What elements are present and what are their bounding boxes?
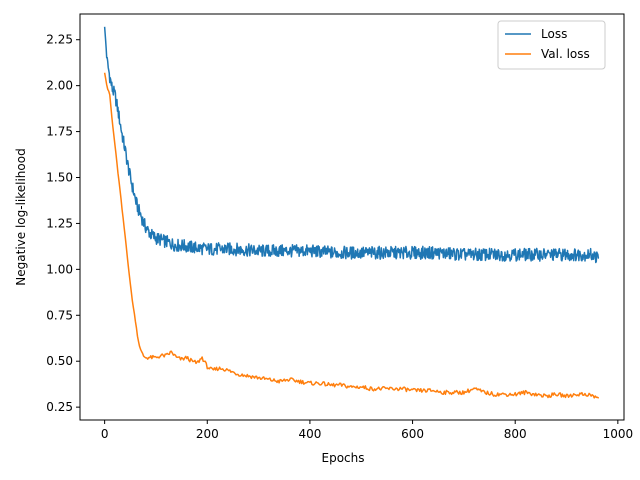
x-axis-label: Epochs: [322, 451, 365, 465]
legend-box: [497, 20, 606, 70]
x-tick-label: 600: [401, 427, 424, 441]
y-tick-label: 1.50: [46, 171, 73, 185]
y-tick-label: 0.25: [46, 400, 73, 414]
y-tick-label: 1.00: [46, 262, 73, 276]
x-tick-label: 1000: [603, 427, 634, 441]
y-tick-label: 1.75: [46, 125, 73, 139]
series-line-val-loss: [103, 72, 600, 399]
plot-frame: [79, 13, 625, 421]
y-axis: 0.25 0.50 0.75 1.00 1.25 1.50 1.75 2.00 2.25: [46, 33, 80, 414]
x-tick-label: 200: [196, 427, 219, 441]
y-tick-label: 0.50: [46, 354, 73, 368]
x-tick-label: 0: [101, 427, 109, 441]
y-tick-label: 2.00: [46, 79, 73, 93]
y-tick-label: 0.75: [46, 308, 73, 322]
y-axis-label: Negative log-likelihood: [14, 148, 28, 285]
y-tick-label: 2.25: [46, 33, 73, 47]
y-tick-label: 1.25: [46, 216, 73, 230]
x-axis: 0 200 400 600 800 1000: [101, 420, 633, 441]
x-tick-label: 400: [298, 427, 321, 441]
plot-area: [103, 26, 600, 399]
series-line-loss: [103, 26, 600, 264]
x-tick-label: 800: [504, 427, 527, 441]
legend-label: Val. loss: [541, 47, 590, 61]
legend: Loss Val. loss: [497, 20, 606, 70]
legend-label: Loss: [541, 27, 567, 41]
